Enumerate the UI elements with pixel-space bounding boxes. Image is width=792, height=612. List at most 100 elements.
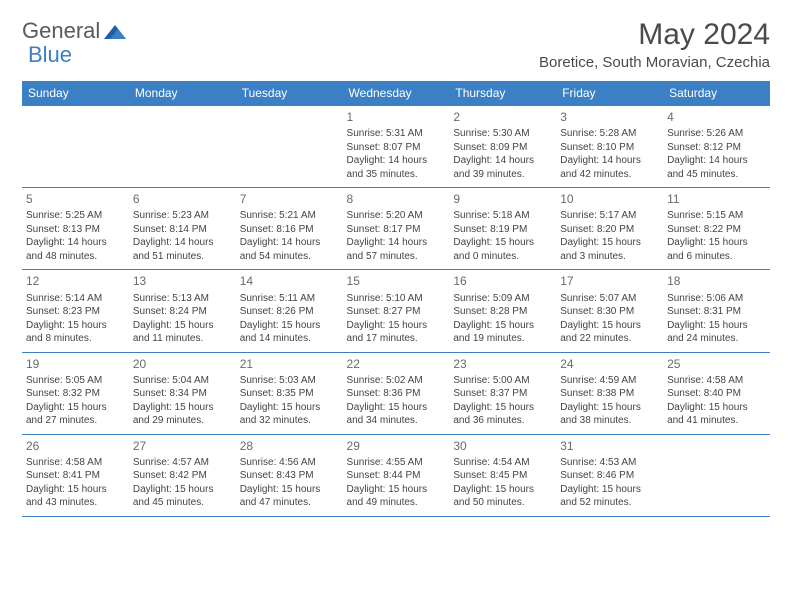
day-sunset: Sunset: 8:26 PM bbox=[240, 305, 339, 319]
day-d1: Daylight: 15 hours bbox=[133, 483, 232, 497]
day-sunrise: Sunrise: 5:18 AM bbox=[453, 209, 552, 223]
day-sunset: Sunset: 8:41 PM bbox=[26, 469, 125, 483]
weekday-header: Tuesday bbox=[236, 81, 343, 106]
day-sunrise: Sunrise: 5:30 AM bbox=[453, 127, 552, 141]
day-number: 26 bbox=[26, 438, 125, 454]
day-d2: and 35 minutes. bbox=[347, 168, 446, 182]
day-number: 5 bbox=[26, 191, 125, 207]
day-sunrise: Sunrise: 4:54 AM bbox=[453, 456, 552, 470]
calendar-cell: 1Sunrise: 5:31 AMSunset: 8:07 PMDaylight… bbox=[343, 106, 450, 188]
day-sunset: Sunset: 8:42 PM bbox=[133, 469, 232, 483]
day-d1: Daylight: 14 hours bbox=[133, 236, 232, 250]
day-number: 24 bbox=[560, 356, 659, 372]
day-sunset: Sunset: 8:20 PM bbox=[560, 223, 659, 237]
day-sunset: Sunset: 8:31 PM bbox=[667, 305, 766, 319]
day-d2: and 11 minutes. bbox=[133, 332, 232, 346]
calendar-cell: 30Sunrise: 4:54 AMSunset: 8:45 PMDayligh… bbox=[449, 434, 556, 516]
calendar-cell: 3Sunrise: 5:28 AMSunset: 8:10 PMDaylight… bbox=[556, 106, 663, 188]
calendar-cell: 18Sunrise: 5:06 AMSunset: 8:31 PMDayligh… bbox=[663, 270, 770, 352]
day-sunset: Sunset: 8:24 PM bbox=[133, 305, 232, 319]
day-d1: Daylight: 15 hours bbox=[667, 401, 766, 415]
calendar-cell bbox=[129, 106, 236, 188]
day-number: 27 bbox=[133, 438, 232, 454]
day-sunset: Sunset: 8:44 PM bbox=[347, 469, 446, 483]
day-sunset: Sunset: 8:40 PM bbox=[667, 387, 766, 401]
day-number: 28 bbox=[240, 438, 339, 454]
day-number: 19 bbox=[26, 356, 125, 372]
calendar-cell: 14Sunrise: 5:11 AMSunset: 8:26 PMDayligh… bbox=[236, 270, 343, 352]
day-d1: Daylight: 15 hours bbox=[453, 401, 552, 415]
day-sunset: Sunset: 8:32 PM bbox=[26, 387, 125, 401]
day-sunrise: Sunrise: 4:58 AM bbox=[667, 374, 766, 388]
day-sunset: Sunset: 8:17 PM bbox=[347, 223, 446, 237]
day-sunrise: Sunrise: 5:17 AM bbox=[560, 209, 659, 223]
logo-icon bbox=[104, 23, 126, 39]
day-d1: Daylight: 15 hours bbox=[26, 483, 125, 497]
day-d2: and 42 minutes. bbox=[560, 168, 659, 182]
day-d1: Daylight: 15 hours bbox=[560, 236, 659, 250]
day-sunrise: Sunrise: 5:31 AM bbox=[347, 127, 446, 141]
day-number: 30 bbox=[453, 438, 552, 454]
calendar-cell: 16Sunrise: 5:09 AMSunset: 8:28 PMDayligh… bbox=[449, 270, 556, 352]
day-sunrise: Sunrise: 5:07 AM bbox=[560, 292, 659, 306]
day-d1: Daylight: 15 hours bbox=[240, 483, 339, 497]
day-d1: Daylight: 15 hours bbox=[347, 401, 446, 415]
day-sunrise: Sunrise: 4:58 AM bbox=[26, 456, 125, 470]
day-d2: and 6 minutes. bbox=[667, 250, 766, 264]
day-sunrise: Sunrise: 5:05 AM bbox=[26, 374, 125, 388]
weekday-header: Friday bbox=[556, 81, 663, 106]
header: General May 2024 Boretice, South Moravia… bbox=[22, 18, 770, 71]
calendar-cell: 13Sunrise: 5:13 AMSunset: 8:24 PMDayligh… bbox=[129, 270, 236, 352]
day-d2: and 50 minutes. bbox=[453, 496, 552, 510]
day-d1: Daylight: 15 hours bbox=[240, 401, 339, 415]
day-number: 8 bbox=[347, 191, 446, 207]
day-sunrise: Sunrise: 4:59 AM bbox=[560, 374, 659, 388]
day-sunrise: Sunrise: 5:20 AM bbox=[347, 209, 446, 223]
calendar-cell: 2Sunrise: 5:30 AMSunset: 8:09 PMDaylight… bbox=[449, 106, 556, 188]
day-d2: and 38 minutes. bbox=[560, 414, 659, 428]
day-d1: Daylight: 14 hours bbox=[560, 154, 659, 168]
logo-word1: General bbox=[22, 18, 100, 44]
day-sunset: Sunset: 8:19 PM bbox=[453, 223, 552, 237]
logo-word2: Blue bbox=[28, 42, 72, 68]
day-d1: Daylight: 14 hours bbox=[240, 236, 339, 250]
calendar-cell: 4Sunrise: 5:26 AMSunset: 8:12 PMDaylight… bbox=[663, 106, 770, 188]
calendar-cell: 19Sunrise: 5:05 AMSunset: 8:32 PMDayligh… bbox=[22, 352, 129, 434]
day-d1: Daylight: 15 hours bbox=[667, 236, 766, 250]
calendar-cell: 25Sunrise: 4:58 AMSunset: 8:40 PMDayligh… bbox=[663, 352, 770, 434]
day-sunset: Sunset: 8:09 PM bbox=[453, 141, 552, 155]
weekday-header-row: Sunday Monday Tuesday Wednesday Thursday… bbox=[22, 81, 770, 106]
day-sunrise: Sunrise: 5:09 AM bbox=[453, 292, 552, 306]
day-d2: and 14 minutes. bbox=[240, 332, 339, 346]
day-d1: Daylight: 15 hours bbox=[453, 483, 552, 497]
day-number: 16 bbox=[453, 273, 552, 289]
day-sunrise: Sunrise: 5:03 AM bbox=[240, 374, 339, 388]
day-number: 18 bbox=[667, 273, 766, 289]
day-number: 13 bbox=[133, 273, 232, 289]
day-d2: and 45 minutes. bbox=[667, 168, 766, 182]
day-sunset: Sunset: 8:12 PM bbox=[667, 141, 766, 155]
day-sunrise: Sunrise: 5:25 AM bbox=[26, 209, 125, 223]
day-d1: Daylight: 14 hours bbox=[347, 154, 446, 168]
day-d1: Daylight: 14 hours bbox=[26, 236, 125, 250]
day-sunrise: Sunrise: 4:55 AM bbox=[347, 456, 446, 470]
calendar-row: 1Sunrise: 5:31 AMSunset: 8:07 PMDaylight… bbox=[22, 106, 770, 188]
calendar-cell: 26 Sunrise: 4:58 AMSunset: 8:41 PMDayligh… bbox=[22, 434, 129, 516]
day-sunrise: Sunrise: 5:28 AM bbox=[560, 127, 659, 141]
calendar-cell: 17Sunrise: 5:07 AMSunset: 8:30 PMDayligh… bbox=[556, 270, 663, 352]
day-d2: and 29 minutes. bbox=[133, 414, 232, 428]
calendar-cell: 22Sunrise: 5:02 AMSunset: 8:36 PMDayligh… bbox=[343, 352, 450, 434]
calendar-cell: 28Sunrise: 4:56 AMSunset: 8:43 PMDayligh… bbox=[236, 434, 343, 516]
calendar-row: 26Sunrise: 4:58 AMSunset: 8:41 PMDayligh… bbox=[22, 434, 770, 516]
day-sunset: Sunset: 8:10 PM bbox=[560, 141, 659, 155]
day-sunset: Sunset: 8:36 PM bbox=[347, 387, 446, 401]
title-block: May 2024 Boretice, South Moravian, Czech… bbox=[539, 18, 770, 71]
day-sunrise: Sunrise: 4:57 AM bbox=[133, 456, 232, 470]
day-number: 17 bbox=[560, 273, 659, 289]
day-d2: and 39 minutes. bbox=[453, 168, 552, 182]
day-number: 10 bbox=[560, 191, 659, 207]
day-d1: Daylight: 15 hours bbox=[240, 319, 339, 333]
day-d1: Daylight: 15 hours bbox=[133, 401, 232, 415]
day-d2: and 45 minutes. bbox=[133, 496, 232, 510]
day-sunrise: Sunrise: 4:56 AM bbox=[240, 456, 339, 470]
